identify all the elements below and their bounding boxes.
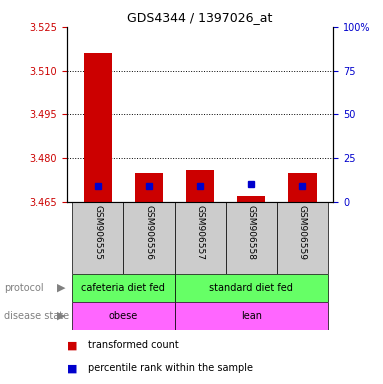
Text: GSM906555: GSM906555	[93, 205, 102, 260]
Text: ■: ■	[67, 340, 77, 350]
Bar	[72, 274, 175, 302]
Text: lean: lean	[241, 311, 262, 321]
Bar	[175, 302, 328, 330]
Bar	[237, 196, 265, 202]
Text: ▶: ▶	[57, 283, 66, 293]
Text: GSM906557: GSM906557	[196, 205, 205, 260]
Text: GSM906558: GSM906558	[247, 205, 256, 260]
Bar	[175, 202, 226, 274]
Text: cafeteria diet fed: cafeteria diet fed	[82, 283, 165, 293]
Bar	[186, 170, 214, 202]
Bar	[72, 302, 175, 330]
Text: transformed count: transformed count	[88, 340, 179, 350]
Text: obese: obese	[109, 311, 138, 321]
Bar	[135, 173, 163, 202]
Text: disease state: disease state	[4, 311, 69, 321]
Text: ■: ■	[67, 363, 77, 373]
Text: protocol: protocol	[4, 283, 43, 293]
Bar	[226, 202, 277, 274]
Text: ▶: ▶	[57, 311, 66, 321]
Bar	[277, 202, 328, 274]
Bar	[72, 202, 123, 274]
Bar	[123, 202, 175, 274]
Text: GSM906556: GSM906556	[144, 205, 154, 260]
Text: standard diet fed: standard diet fed	[210, 283, 293, 293]
Bar	[175, 274, 328, 302]
Title: GDS4344 / 1397026_at: GDS4344 / 1397026_at	[128, 11, 273, 24]
Text: percentile rank within the sample: percentile rank within the sample	[88, 363, 253, 373]
Bar	[83, 53, 112, 202]
Bar	[288, 173, 317, 202]
Text: GSM906559: GSM906559	[298, 205, 307, 260]
